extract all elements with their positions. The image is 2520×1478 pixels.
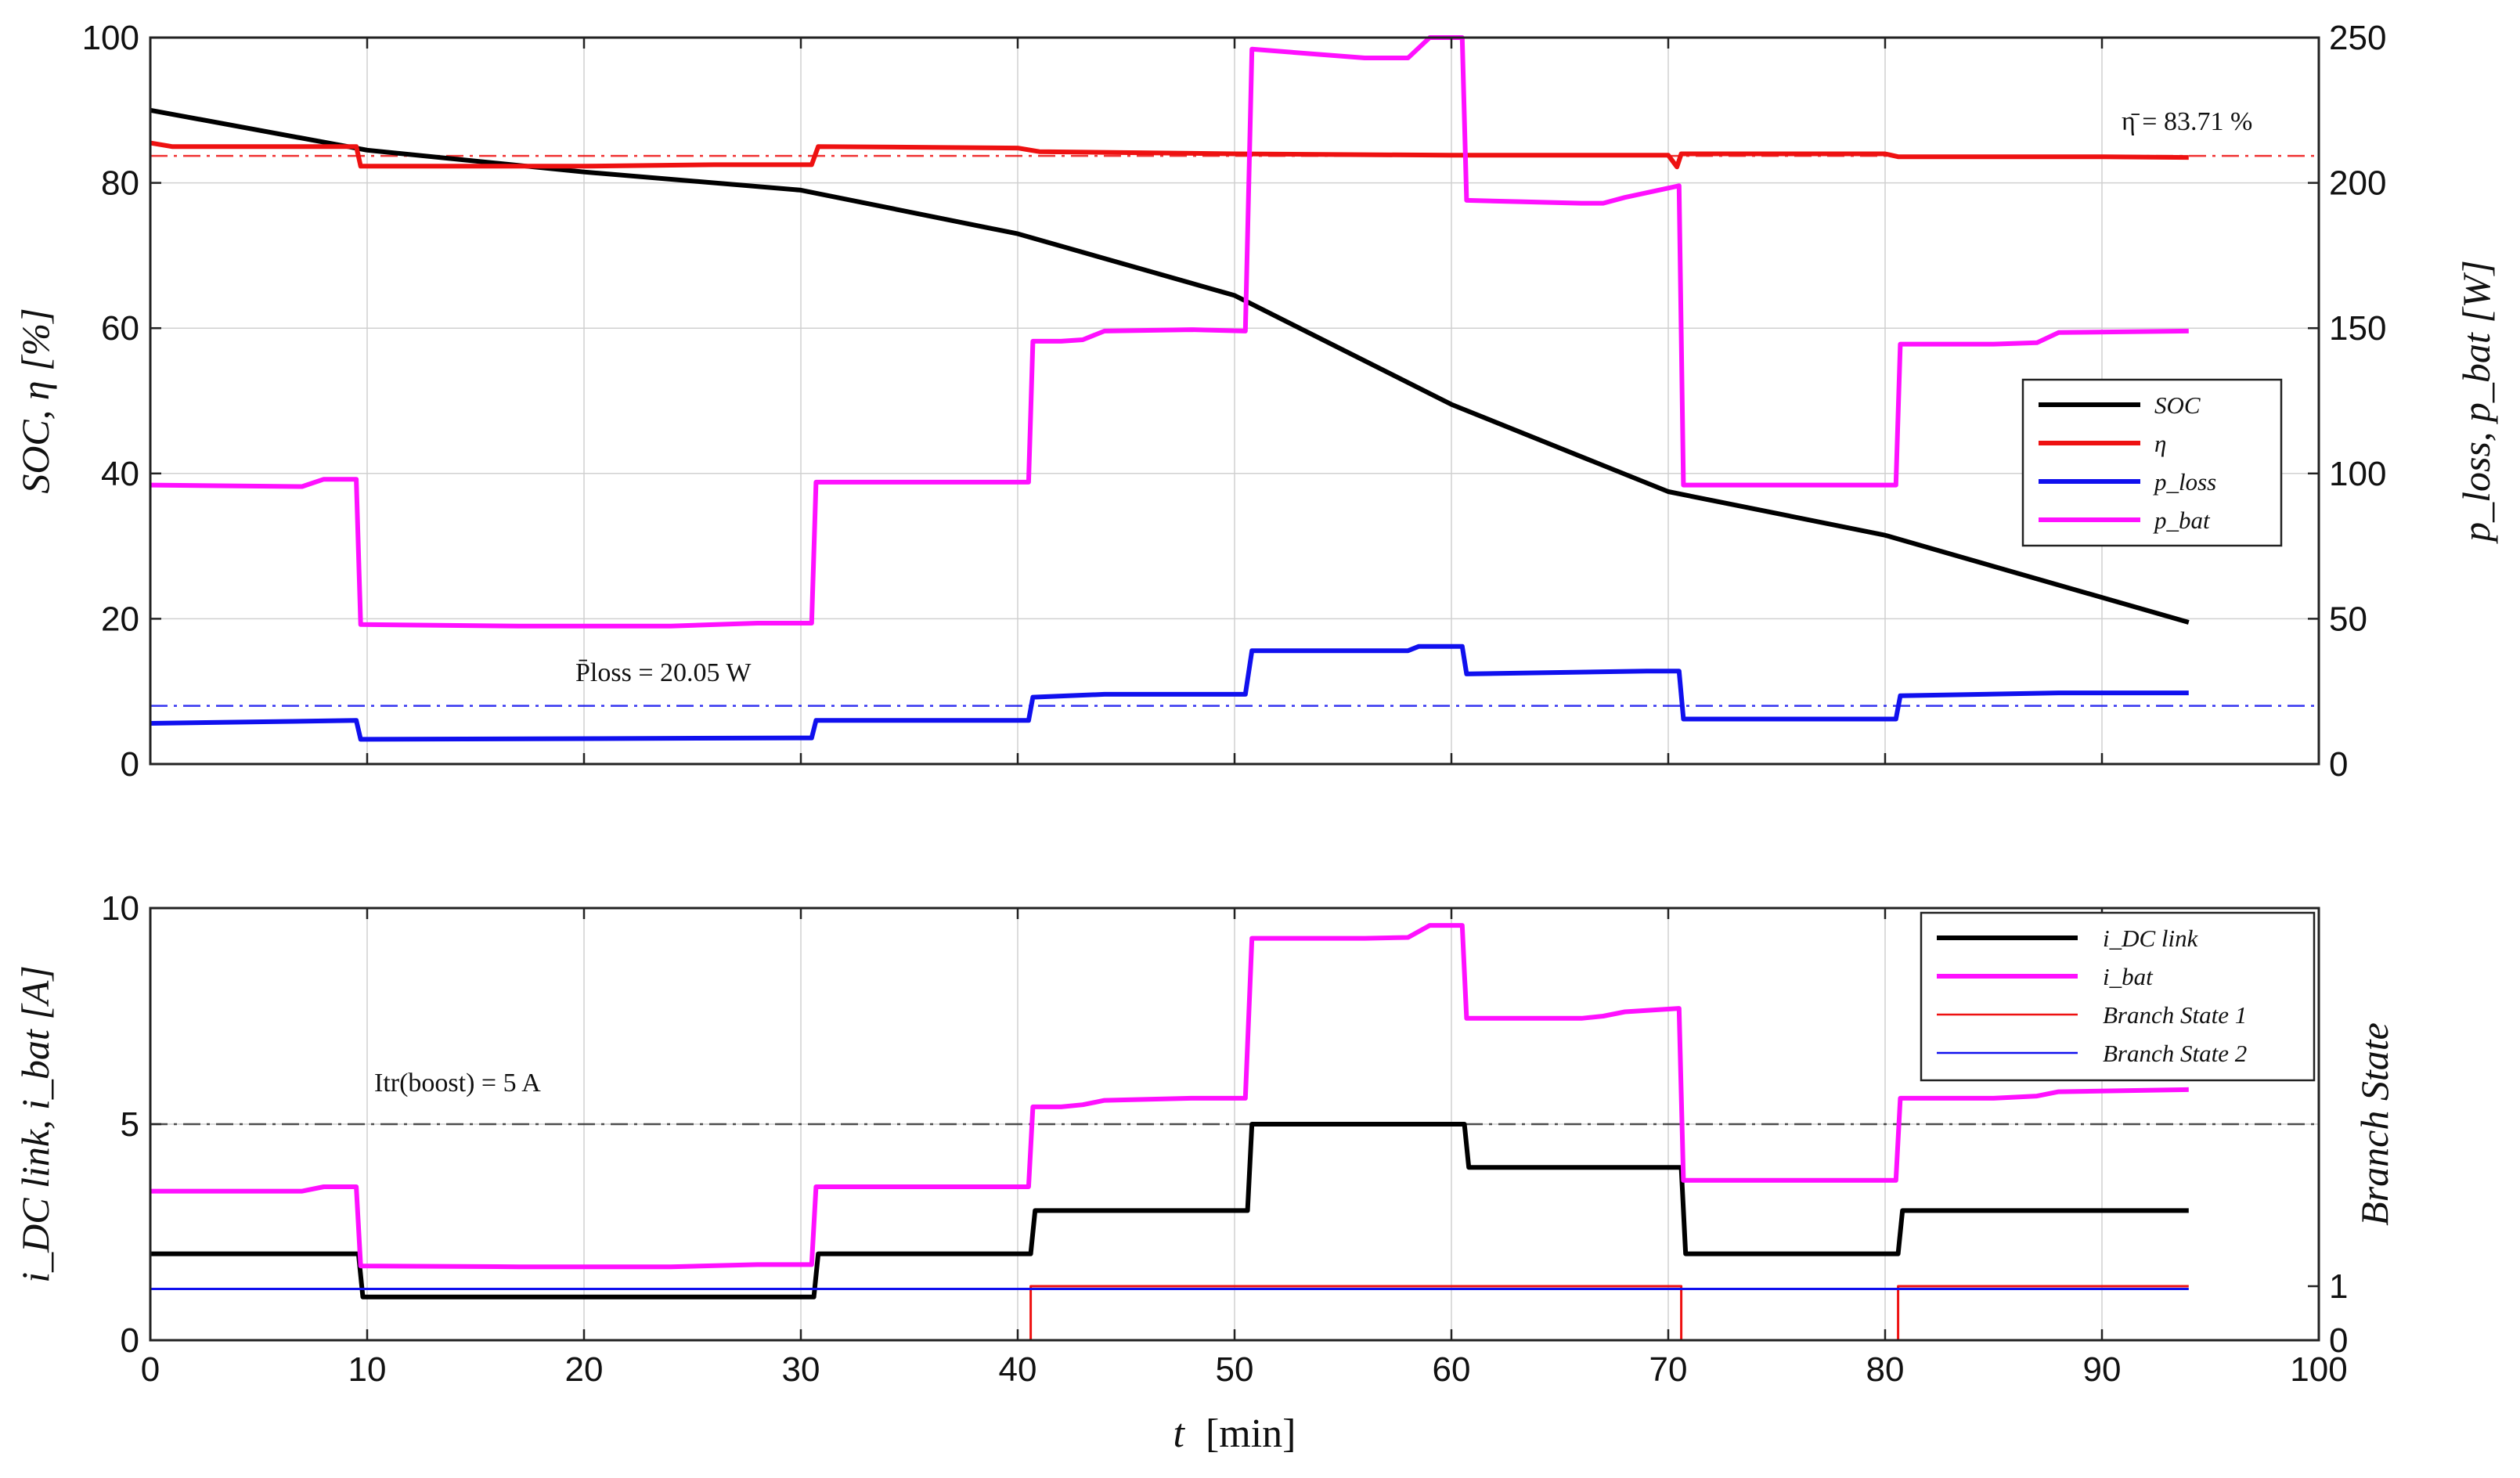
x-tick-label: 80 [1866,1350,1905,1389]
left-y-tick-label: 60 [101,309,139,348]
series-line-p_bat [150,35,2189,629]
x-tick-label: 30 [782,1350,820,1389]
series-line-p_loss [150,643,2189,742]
left-y-tick-label: 0 [121,745,139,784]
top-series [150,35,2190,742]
legend-pbat: p_bat [2153,506,2211,534]
ploss-mean-annotation: P̄loss = 20.05 W [575,658,752,687]
legend-eta: η [2154,430,2166,457]
left-y-tick-label: 20 [101,600,139,638]
x-tick-label: 100 [2290,1350,2347,1389]
legend-branch2: Branch State 2 [2103,1040,2247,1067]
x-tick-label: 0 [141,1350,160,1389]
legend-idc: i_DC link [2103,925,2199,952]
top-left-ylabel: SOC, η [%] [13,308,57,493]
bottom-right-ylabel: Branch State [2352,1022,2396,1226]
right-y-tick-label: 1 [2329,1267,2348,1306]
x-tick-label: 60 [1433,1350,1471,1389]
x-axis-label: t [min] [1173,1411,1296,1456]
right-y-tick-label: 100 [2329,455,2386,493]
x-tick-label: 20 [565,1350,604,1389]
top-right-ylabel: p_loss, p_bat [W] [2454,260,2498,544]
left-y-tick-label: 80 [101,164,139,203]
left-y-tick-label: 10 [101,889,139,928]
right-y-tick-label: 250 [2329,19,2386,57]
right-y-tick-label: 0 [2329,1321,2348,1360]
series-line-i_DC-link [150,1122,2189,1300]
x-tick-label: 90 [2083,1350,2122,1389]
series-line-SOC [150,107,2190,625]
series-line-η [150,140,2189,170]
x-tick-label: 70 [1649,1350,1688,1389]
eta-mean-annotation: η̄ = 83.71 % [2122,107,2252,136]
left-y-tick-label: 100 [82,19,139,57]
right-y-tick-label: 50 [2329,600,2367,638]
right-y-tick-label: 150 [2329,309,2386,348]
top-ticks: 0 20 40 60 80 100 0 50 100 150 200 250 [82,19,2387,784]
left-y-tick-label: 5 [121,1105,139,1144]
right-y-tick-label: 0 [2329,745,2348,784]
itr-boost-annotation: Itr(boost) = 5 A [374,1069,541,1098]
left-y-tick-label: 0 [121,1321,139,1360]
top-axes: 0 20 40 60 80 100 0 50 100 150 200 250 [82,19,2387,784]
series-line-i_bat [150,923,2189,1270]
legend-branch1: Branch State 1 [2103,1001,2247,1029]
bottom-left-ylabel: i_DC link, i_bat [A] [13,965,57,1283]
x-axis-label-unit: [min] [1206,1411,1296,1456]
legend-ploss: p_loss [2153,468,2216,496]
x-tick-label: 40 [999,1350,1037,1389]
left-y-tick-label: 40 [101,455,139,493]
x-tick-label: 10 [348,1350,387,1389]
bottom-series [150,923,2189,1342]
x-tick-label: 50 [1216,1350,1254,1389]
series-line-Branch-State-1 [150,1285,2189,1342]
bottom-legend: i_DC link i_bat Branch State 1 Branch St… [1920,911,2316,1082]
top-legend: SOC η p_loss p_bat [2021,378,2283,547]
legend-soc: SOC [2154,391,2201,419]
legend-ibat: i_bat [2103,963,2154,990]
x-axis-label-var: t [1173,1411,1186,1456]
right-y-tick-label: 200 [2329,164,2386,203]
